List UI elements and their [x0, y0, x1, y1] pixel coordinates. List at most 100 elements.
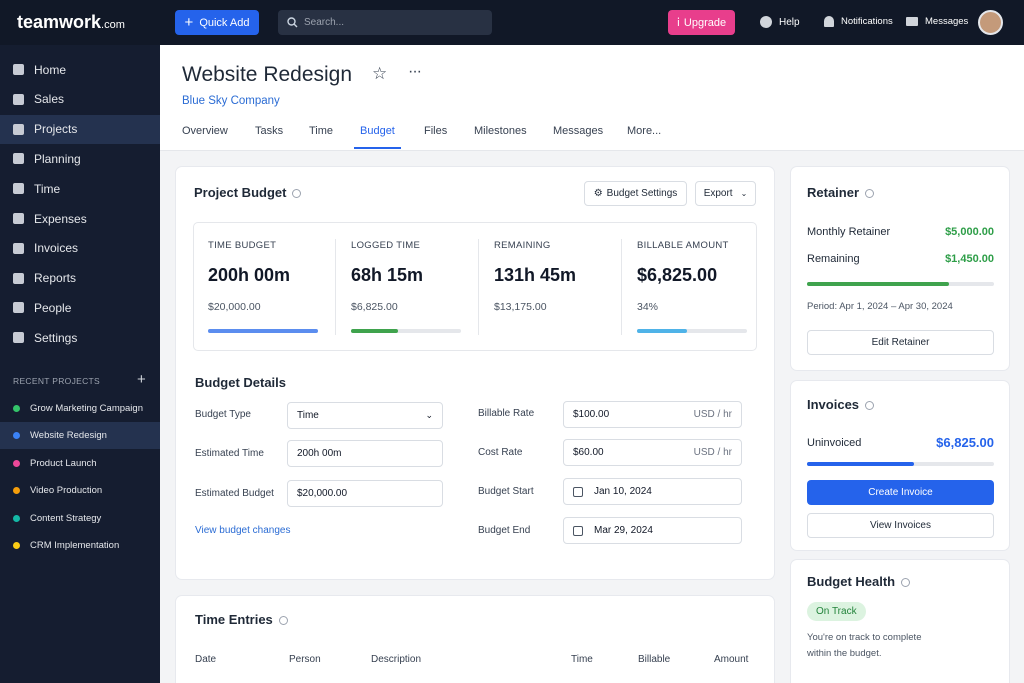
column-header: Person — [289, 654, 321, 665]
column-header: Amount — [714, 654, 749, 665]
period-text: Period: Apr 1, 2024 – Apr 30, 2024 — [807, 301, 953, 312]
column-header: Billable — [638, 654, 671, 665]
logo-suffix: .com — [101, 19, 125, 31]
nav-icon — [13, 153, 24, 165]
recent-project[interactable]: Product Launch — [0, 450, 160, 477]
nav-label: People — [34, 300, 72, 315]
field-unit: USD / hr — [693, 409, 732, 420]
stat-progress — [351, 329, 461, 333]
export-button[interactable]: Export ⌄ — [695, 181, 756, 206]
title-text: Time Entries — [195, 612, 273, 627]
recent-project[interactable]: Content Strategy — [0, 505, 160, 532]
messages-link[interactable]: Messages — [906, 16, 968, 27]
estimated-time-input[interactable]: 200h 00m — [287, 440, 443, 467]
nav-item[interactable]: Invoices — [0, 234, 160, 263]
row-value: $5,000.00 — [945, 226, 994, 238]
nav-icon — [13, 242, 24, 254]
column-header: Description — [371, 654, 422, 665]
nav-label: Expenses — [34, 211, 87, 226]
more-button[interactable]: ··· — [408, 63, 422, 80]
tab[interactable]: Files — [424, 125, 448, 137]
nav-item[interactable]: Planning — [0, 144, 160, 173]
budget-settings-button[interactable]: ⚙ Budget Settings — [584, 181, 687, 206]
tab[interactable]: More... — [627, 125, 662, 137]
cost-rate-input[interactable]: $60.00 USD / hr — [563, 439, 742, 466]
card-title: Time Entries — [195, 612, 288, 627]
field-value: $20,000.00 — [297, 488, 348, 499]
card-title: Project Budget — [194, 185, 302, 200]
budget-health-card: Budget Health On Track You're on track t… — [791, 560, 1009, 683]
help-link[interactable]: Help — [760, 16, 800, 28]
field-label: Cost Rate — [478, 447, 523, 458]
upgrade-button[interactable]: ⅰ Upgrade — [668, 10, 735, 35]
row-label: Remaining — [807, 253, 860, 265]
top-bar: teamwork.com + Quick Add Search... ⅰ Upgra… — [0, 0, 1024, 45]
logo[interactable]: teamwork.com — [17, 12, 125, 33]
notifications-link[interactable]: Notifications — [824, 16, 893, 27]
column-header: Date — [195, 654, 217, 665]
retainer-progress — [807, 282, 994, 286]
billable-rate-input[interactable]: $100.00 USD / hr — [563, 401, 742, 428]
estimated-budget-input[interactable]: $20,000.00 — [287, 480, 443, 507]
nav-item[interactable]: Expenses — [0, 204, 160, 233]
export-label: Export — [703, 188, 733, 199]
tab[interactable]: Milestones — [474, 125, 527, 137]
tab[interactable]: Messages — [553, 125, 604, 137]
search-box[interactable]: Search... — [278, 10, 492, 35]
recent-label: Video Production — [30, 485, 103, 497]
logo-text: teamwork — [17, 12, 102, 32]
nav-icon — [13, 123, 24, 135]
nav-icon — [13, 272, 24, 284]
recent-project[interactable]: Video Production — [0, 477, 160, 504]
tab[interactable]: Budget — [354, 125, 401, 149]
project-dot — [13, 459, 20, 467]
nav-item[interactable]: People — [0, 293, 160, 322]
stat-progress — [208, 329, 318, 333]
budget-changes-link[interactable]: View budget changes — [195, 525, 291, 536]
nav-item[interactable]: Time — [0, 174, 160, 203]
budget-start-input[interactable]: Jan 10, 2024 — [563, 478, 742, 505]
status-badge: On Track — [807, 602, 866, 621]
search-icon — [287, 17, 298, 28]
nav-item[interactable]: Settings — [0, 323, 160, 352]
nav-item[interactable]: Sales — [0, 85, 160, 114]
tab[interactable]: Overview — [182, 125, 228, 137]
recent-project[interactable]: CRM Implementation — [0, 532, 160, 559]
tab[interactable]: Time — [309, 125, 334, 137]
project-dot — [13, 405, 20, 412]
star-button[interactable]: ☆ — [372, 64, 388, 83]
nav-label: Planning — [34, 151, 81, 166]
budget-settings-label: Budget Settings — [606, 188, 678, 199]
avatar[interactable] — [978, 10, 1003, 35]
recent-project[interactable]: Website Redesign — [0, 422, 160, 450]
company-link[interactable]: Blue Sky Company — [182, 95, 280, 107]
retainer-card: Retainer Monthly Retainer $5,000.00 Rema… — [791, 167, 1009, 370]
nav-item[interactable]: Reports — [0, 264, 160, 293]
tab[interactable]: Tasks — [255, 125, 284, 137]
field-value: Jan 10, 2024 — [594, 486, 652, 497]
invoices-card: Invoices Uninvoiced $6,825.00 Create Inv… — [791, 381, 1009, 550]
budget-type-select[interactable]: Time ⌄ — [287, 402, 443, 429]
nav-label: Reports — [34, 271, 77, 286]
stat-label: LOGGED TIME — [351, 240, 421, 251]
notifications-label: Notifications — [841, 16, 893, 27]
nav-label: Settings — [34, 330, 78, 345]
row-value: $1,450.00 — [945, 253, 994, 265]
nav-icon — [13, 64, 24, 75]
recent-project[interactable]: Grow Marketing Campaign — [0, 395, 160, 422]
stat-label: REMAINING — [494, 240, 551, 251]
field-value: $60.00 — [573, 447, 604, 458]
quick-add-button[interactable]: + Quick Add — [175, 10, 259, 35]
add-recent-button[interactable]: + — [137, 371, 146, 388]
view-invoices-button[interactable]: View Invoices — [807, 513, 994, 538]
nav-item[interactable]: Home — [0, 55, 160, 84]
stat-divider — [478, 239, 479, 335]
recent-label: Website Redesign — [30, 430, 107, 442]
stat-sub: $13,175.00 — [494, 301, 547, 313]
upgrade-label: Upgrade — [683, 16, 727, 29]
edit-retainer-button[interactable]: Edit Retainer — [807, 330, 994, 355]
create-invoice-button[interactable]: Create Invoice — [807, 480, 994, 505]
stat-sub: $6,825.00 — [351, 301, 398, 313]
nav-item[interactable]: Projects — [0, 114, 160, 144]
budget-end-input[interactable]: Mar 29, 2024 — [563, 517, 742, 544]
